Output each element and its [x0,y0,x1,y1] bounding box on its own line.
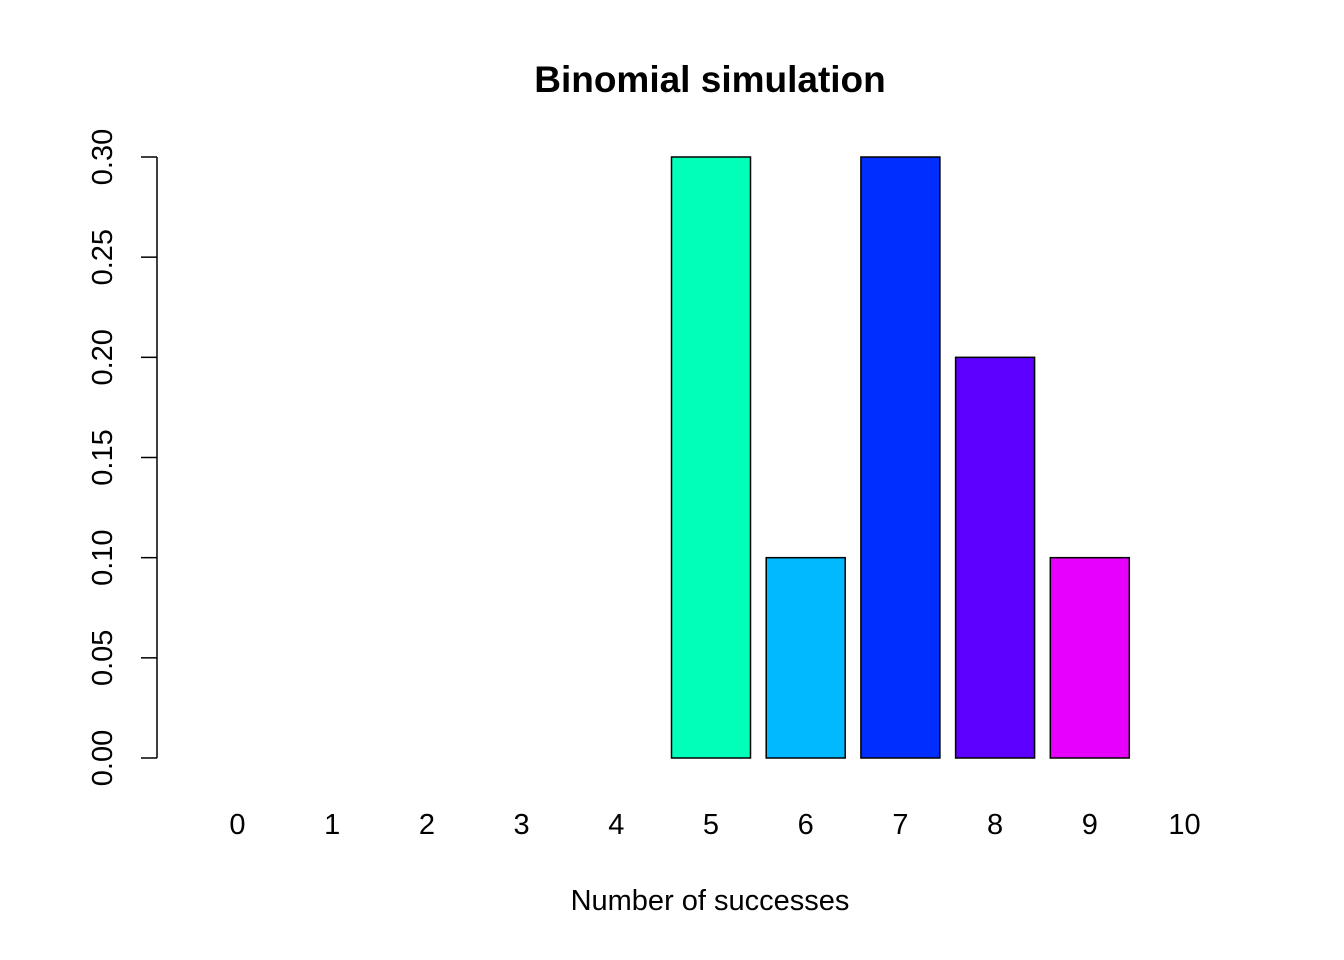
x-tick-labels: 0 1 2 3 4 5 6 7 8 9 10 [229,809,1200,841]
y-tick-label: 0.10 [87,529,119,585]
x-tick-label: 0 [229,809,245,841]
bar-8 [954,356,1036,759]
x-tick-label: 2 [419,809,435,841]
y-tick-label: 0.00 [87,730,119,786]
bar-5 [670,156,752,759]
bar-7 [860,156,941,759]
x-tick-label: 6 [798,809,814,841]
chart-title: Binomial simulation [534,59,886,100]
bar-9 [1049,556,1131,759]
x-tick-label: 4 [608,809,624,841]
x-tick-label: 7 [892,809,908,841]
y-tick-label: 0.05 [87,630,119,686]
x-tick-label: 1 [324,809,340,841]
x-tick-label: 5 [703,809,719,841]
y-axis: 0.00 0.05 0.10 0.15 0.20 0.25 0.30 [87,129,158,786]
bars-group [670,156,1131,759]
y-tick-label: 0.15 [87,429,119,485]
x-tick-label: 8 [987,809,1003,841]
y-tick-label: 0.25 [87,229,119,285]
x-tick-label: 10 [1168,809,1200,841]
x-tick-label: 9 [1082,809,1098,841]
bar-6 [765,556,846,759]
y-tick-label: 0.30 [87,129,119,185]
x-tick-label: 3 [514,809,530,841]
y-tick-label: 0.20 [87,329,119,385]
x-axis-label: Number of successes [571,885,850,917]
